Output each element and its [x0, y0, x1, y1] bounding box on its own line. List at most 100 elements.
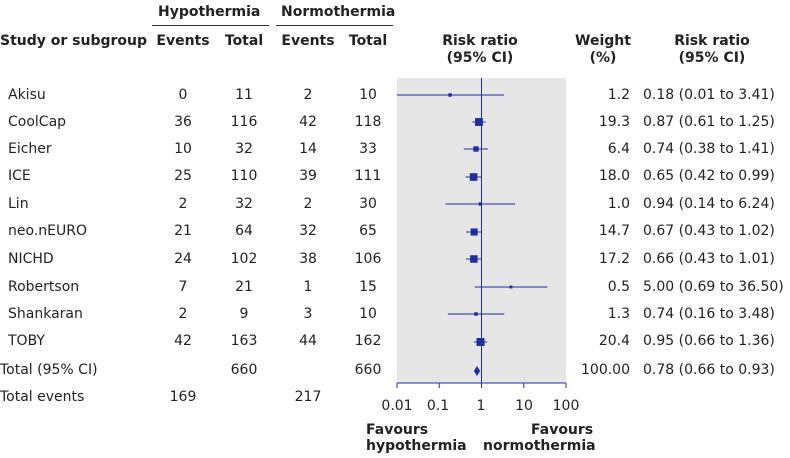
total-b-value: 162	[354, 333, 382, 349]
total-a-value: 660	[230, 362, 258, 378]
study-name: neo.nEURO	[8, 223, 87, 239]
study-name: Akisu	[8, 87, 46, 103]
rr-ci-text: 0.95 (0.66 to 1.36)	[643, 333, 775, 349]
weight-value: 20.4	[598, 333, 630, 349]
point-estimate	[470, 255, 478, 263]
study-name: Lin	[8, 196, 29, 212]
study-name: TOBY	[8, 333, 45, 349]
weight-value: 18.0	[598, 168, 630, 184]
total-b-value: 65	[359, 223, 377, 239]
total-rr-text: 0.78 (0.66 to 0.93)	[643, 362, 775, 378]
total-a-value: 110	[230, 168, 258, 184]
study-name: Robertson	[8, 279, 80, 295]
total-b-value: 30	[359, 196, 377, 212]
point-estimate	[474, 312, 478, 316]
point-estimate	[509, 285, 513, 289]
favours-right-line2: normothermia	[483, 438, 596, 454]
events-a-value: 2	[178, 196, 188, 212]
total-a-value: 64	[235, 223, 253, 239]
study-name: NICHD	[8, 251, 54, 267]
favours-left-line2: hypothermia	[366, 438, 467, 454]
rr-ci-text: 0.74 (0.16 to 3.48)	[643, 306, 775, 322]
x-tick-label: 100	[552, 398, 580, 414]
group-b-header: Normothermia	[281, 4, 396, 20]
rr-plot-header: Risk ratio	[442, 33, 518, 49]
events-b-value: 2	[303, 196, 313, 212]
total-b-value: 10	[359, 306, 377, 322]
total-a-value: 163	[230, 333, 258, 349]
events-b-value: 14	[299, 141, 317, 157]
group-b-rule	[276, 25, 393, 26]
total-b-value: 33	[359, 141, 377, 157]
rr-ci-text: 5.00 (0.69 to 36.50)	[643, 279, 784, 295]
point-estimate	[475, 118, 483, 126]
rr-ci-text: 0.74 (0.38 to 1.41)	[643, 141, 775, 157]
weight-value: 19.3	[598, 114, 630, 130]
total-a-value: 11	[235, 87, 253, 103]
study-name: Shankaran	[8, 306, 83, 322]
point-estimate	[470, 228, 478, 236]
total-a-value: 32	[235, 141, 253, 157]
total-a-value: 32	[235, 196, 253, 212]
study-name: ICE	[8, 168, 31, 184]
events-a-value: 36	[174, 114, 192, 130]
weight-value: 1.0	[607, 196, 630, 212]
total-b-value: 106	[354, 251, 382, 267]
rr-ci-text: 0.87 (0.61 to 1.25)	[643, 114, 775, 130]
events-a-value: 24	[174, 251, 192, 267]
events-a-value: 0	[178, 87, 188, 103]
point-estimate	[469, 173, 478, 181]
rr-ci-text: 0.66 (0.43 to 1.01)	[643, 251, 775, 267]
total-b-value: 111	[354, 168, 382, 184]
events-b-value: 1	[303, 279, 313, 295]
rr-ci-text: 0.65 (0.42 to 0.99)	[643, 168, 775, 184]
rr-text-ci-header: (95% CI)	[678, 50, 746, 66]
total-a-value: 21	[235, 279, 253, 295]
events-b-header: Events	[281, 33, 335, 49]
events-b-value: 38	[299, 251, 317, 267]
total-b-value: 118	[354, 114, 382, 130]
events-a-value: 10	[174, 141, 192, 157]
total-weight: 100.00	[581, 362, 630, 378]
study-name: CoolCap	[8, 114, 67, 130]
total-b-header: Total	[348, 33, 388, 49]
weight-value: 1.2	[607, 87, 630, 103]
rr-plot-ci-header: (95% CI)	[446, 50, 514, 66]
total-label: Total (95% CI)	[0, 362, 98, 378]
total-b-value: 15	[359, 279, 377, 295]
total-a-value: 116	[230, 114, 258, 130]
point-estimate	[478, 202, 483, 206]
group-a-header: Hypothermia	[158, 4, 261, 20]
point-estimate	[448, 93, 452, 97]
events-a-value: 42	[174, 333, 192, 349]
weight-value: 1.3	[607, 306, 630, 322]
weight-header: Weight	[575, 33, 631, 49]
events-b-value: 44	[299, 333, 317, 349]
events-a-value: 25	[174, 168, 192, 184]
weight-value: 17.2	[598, 251, 630, 267]
total-a-value: 9	[239, 306, 249, 322]
x-tick-label: 10	[515, 398, 533, 414]
events-b-value: 39	[299, 168, 317, 184]
rr-ci-text: 0.18 (0.01 to 3.41)	[643, 87, 775, 103]
total-events-b: 217	[294, 389, 322, 405]
total-a-header: Total	[224, 33, 264, 49]
favours-right-line1: Favours	[531, 422, 594, 438]
x-tick-label: 0.01	[381, 398, 413, 414]
point-estimate	[473, 146, 479, 152]
pooled-diamond	[473, 366, 481, 376]
weight-value: 6.4	[607, 141, 630, 157]
events-a-header: Events	[156, 33, 210, 49]
events-a-value: 7	[178, 279, 188, 295]
favours-left-line1: Favours	[366, 422, 429, 438]
total-a-value: 102	[230, 251, 258, 267]
rr-ci-text: 0.94 (0.14 to 6.24)	[643, 196, 775, 212]
weight-value: 0.5	[607, 279, 630, 295]
rr-text-header: Risk ratio	[674, 33, 750, 49]
weight-value: 14.7	[598, 223, 630, 239]
events-a-value: 2	[178, 306, 188, 322]
events-b-value: 32	[299, 223, 317, 239]
events-a-value: 21	[174, 223, 192, 239]
events-b-value: 2	[303, 87, 313, 103]
